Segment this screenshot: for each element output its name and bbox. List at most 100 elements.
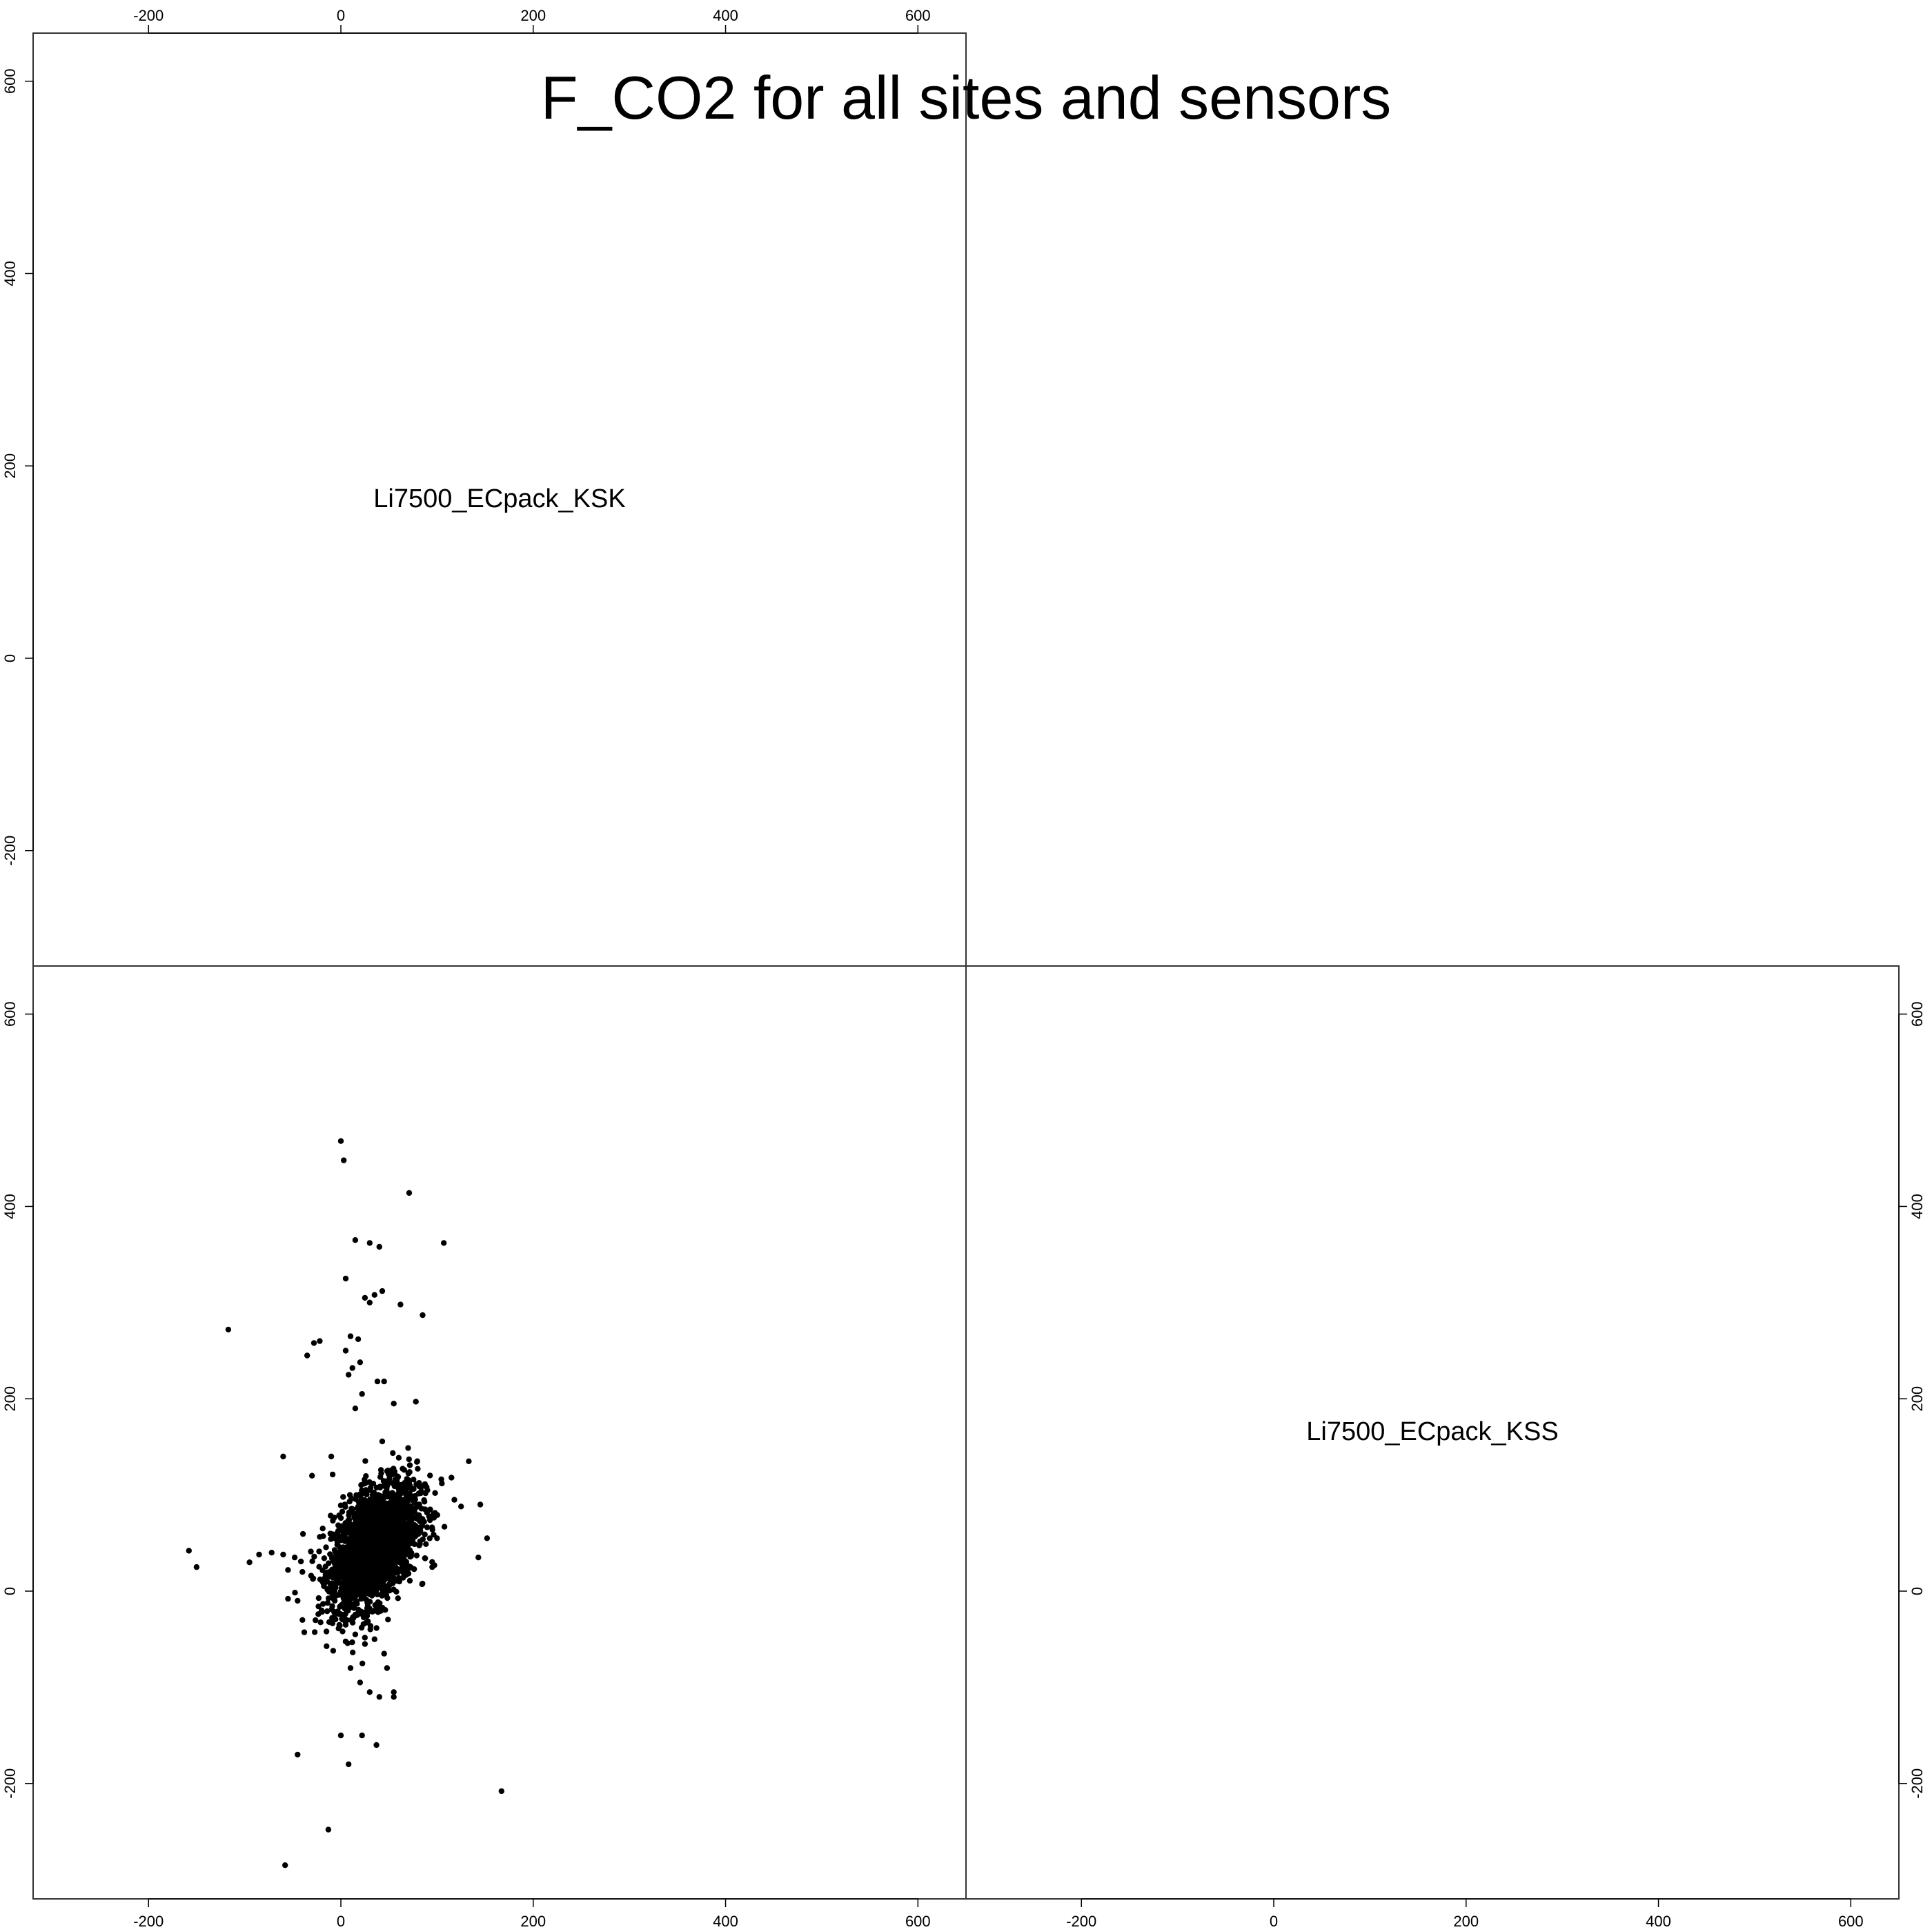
scatter-point-outlier [285,1595,291,1602]
scatter-point [335,1528,342,1534]
scatter-point [385,1617,391,1623]
scatter-point-outlier [376,1694,382,1700]
scatter-point [311,1629,318,1635]
scatter-point [390,1513,396,1519]
scatter-point [351,1558,357,1565]
scatter-point [320,1533,326,1539]
scatter-point [321,1555,328,1561]
scatter-point-outlier [397,1301,404,1308]
scatter-point [358,1576,364,1582]
scatter-point [424,1510,431,1516]
scatter-point [352,1513,358,1520]
scatter-point [315,1603,322,1610]
scatter-point [404,1545,411,1551]
scatter-point [329,1531,335,1537]
scatter-point [339,1583,346,1589]
scatter-point [331,1574,337,1580]
scatter-point [308,1573,315,1579]
scatter-point-outlier [376,1243,382,1250]
scatter-point [331,1547,338,1553]
tick-label: 0 [1909,1587,1926,1595]
scatter-point-outlier [309,1472,315,1479]
scatter-point [366,1590,372,1597]
scatter-point [342,1501,348,1508]
scatter-point [325,1586,331,1592]
scatter-point [404,1477,411,1483]
scatter-point [395,1595,401,1601]
scatter-point [349,1639,355,1646]
scatter-point-outlier [381,1378,387,1385]
tick-label: 0 [1,654,19,662]
scatter-point-outlier [328,1453,335,1459]
scatter-point-outlier [295,1751,301,1758]
scatter-point [382,1530,388,1536]
tick-label: 400 [1,261,19,286]
scatter-point [371,1590,377,1597]
scatter-point [366,1576,373,1582]
scatter-point-outlier [352,1237,359,1243]
axis-top: -200 0 200 400 600 [133,7,931,34]
scatter-point [328,1512,334,1519]
scatter-point-outlier [352,1631,359,1637]
scatter-point-outlier [193,1564,200,1570]
scatter-point-outlier [330,1648,337,1654]
tick-label: 400 [713,7,738,24]
scatter-point [373,1534,379,1540]
scatter-point [323,1544,329,1550]
axis-right: -200 0 200 400 600 [1898,1001,1926,1799]
scatter-point [373,1625,379,1631]
scatter-point [413,1524,420,1530]
scatter-point [417,1514,423,1521]
scatter-point [423,1541,429,1547]
tick-label: 400 [1909,1194,1926,1219]
scatter-point [324,1643,330,1649]
scatter-point [327,1551,333,1557]
scatter-point [317,1576,324,1583]
scatter-point [382,1501,388,1508]
scatter-point-outlier [299,1617,306,1623]
scatter-point [406,1539,413,1545]
scatter-point-outlier [280,1551,286,1558]
scatter-point [354,1612,361,1618]
scatter-point [393,1539,400,1546]
scatter-point [371,1558,377,1564]
scatter-point-outlier [352,1406,359,1412]
scatter-point [416,1501,422,1508]
scatter-point [396,1499,402,1506]
diagonal-label-ksk: Li7500_ECpack_KSK [373,484,625,513]
scatter-point [380,1553,387,1560]
scatter-point [377,1534,384,1540]
scatter-point [426,1535,433,1541]
scatter-point-outlier [484,1535,491,1541]
scatter-point [383,1564,389,1570]
scatter-point [404,1508,411,1515]
scatter-point [344,1640,351,1646]
scatter-point-outlier [268,1550,275,1556]
scatter-point [355,1531,362,1537]
scatter-point [324,1599,331,1606]
scatter-point [406,1456,412,1463]
scatter-point-outlier [347,1333,354,1339]
scatter-point [380,1582,387,1588]
tick-label: 600 [905,7,931,24]
scatter-point [360,1610,367,1617]
scatter-point [329,1615,335,1621]
scatter-point [326,1619,333,1625]
scatter-point [324,1576,330,1583]
scatter-point [337,1604,343,1610]
tick-label: 600 [1,68,19,94]
scatter-point [368,1496,375,1502]
scatter-point-outlier [346,1761,352,1768]
scatter-point [387,1552,393,1559]
scatter-point [386,1538,393,1545]
scatter-point [418,1488,424,1495]
scatter-point [329,1566,335,1573]
scatter-point [375,1609,382,1615]
scatter-point [374,1570,380,1577]
scatter-point [348,1524,355,1530]
scatter-point [382,1544,388,1550]
scatter-point [339,1508,346,1515]
scatter-point-outlier [337,1732,344,1739]
scatter-point [350,1615,357,1621]
